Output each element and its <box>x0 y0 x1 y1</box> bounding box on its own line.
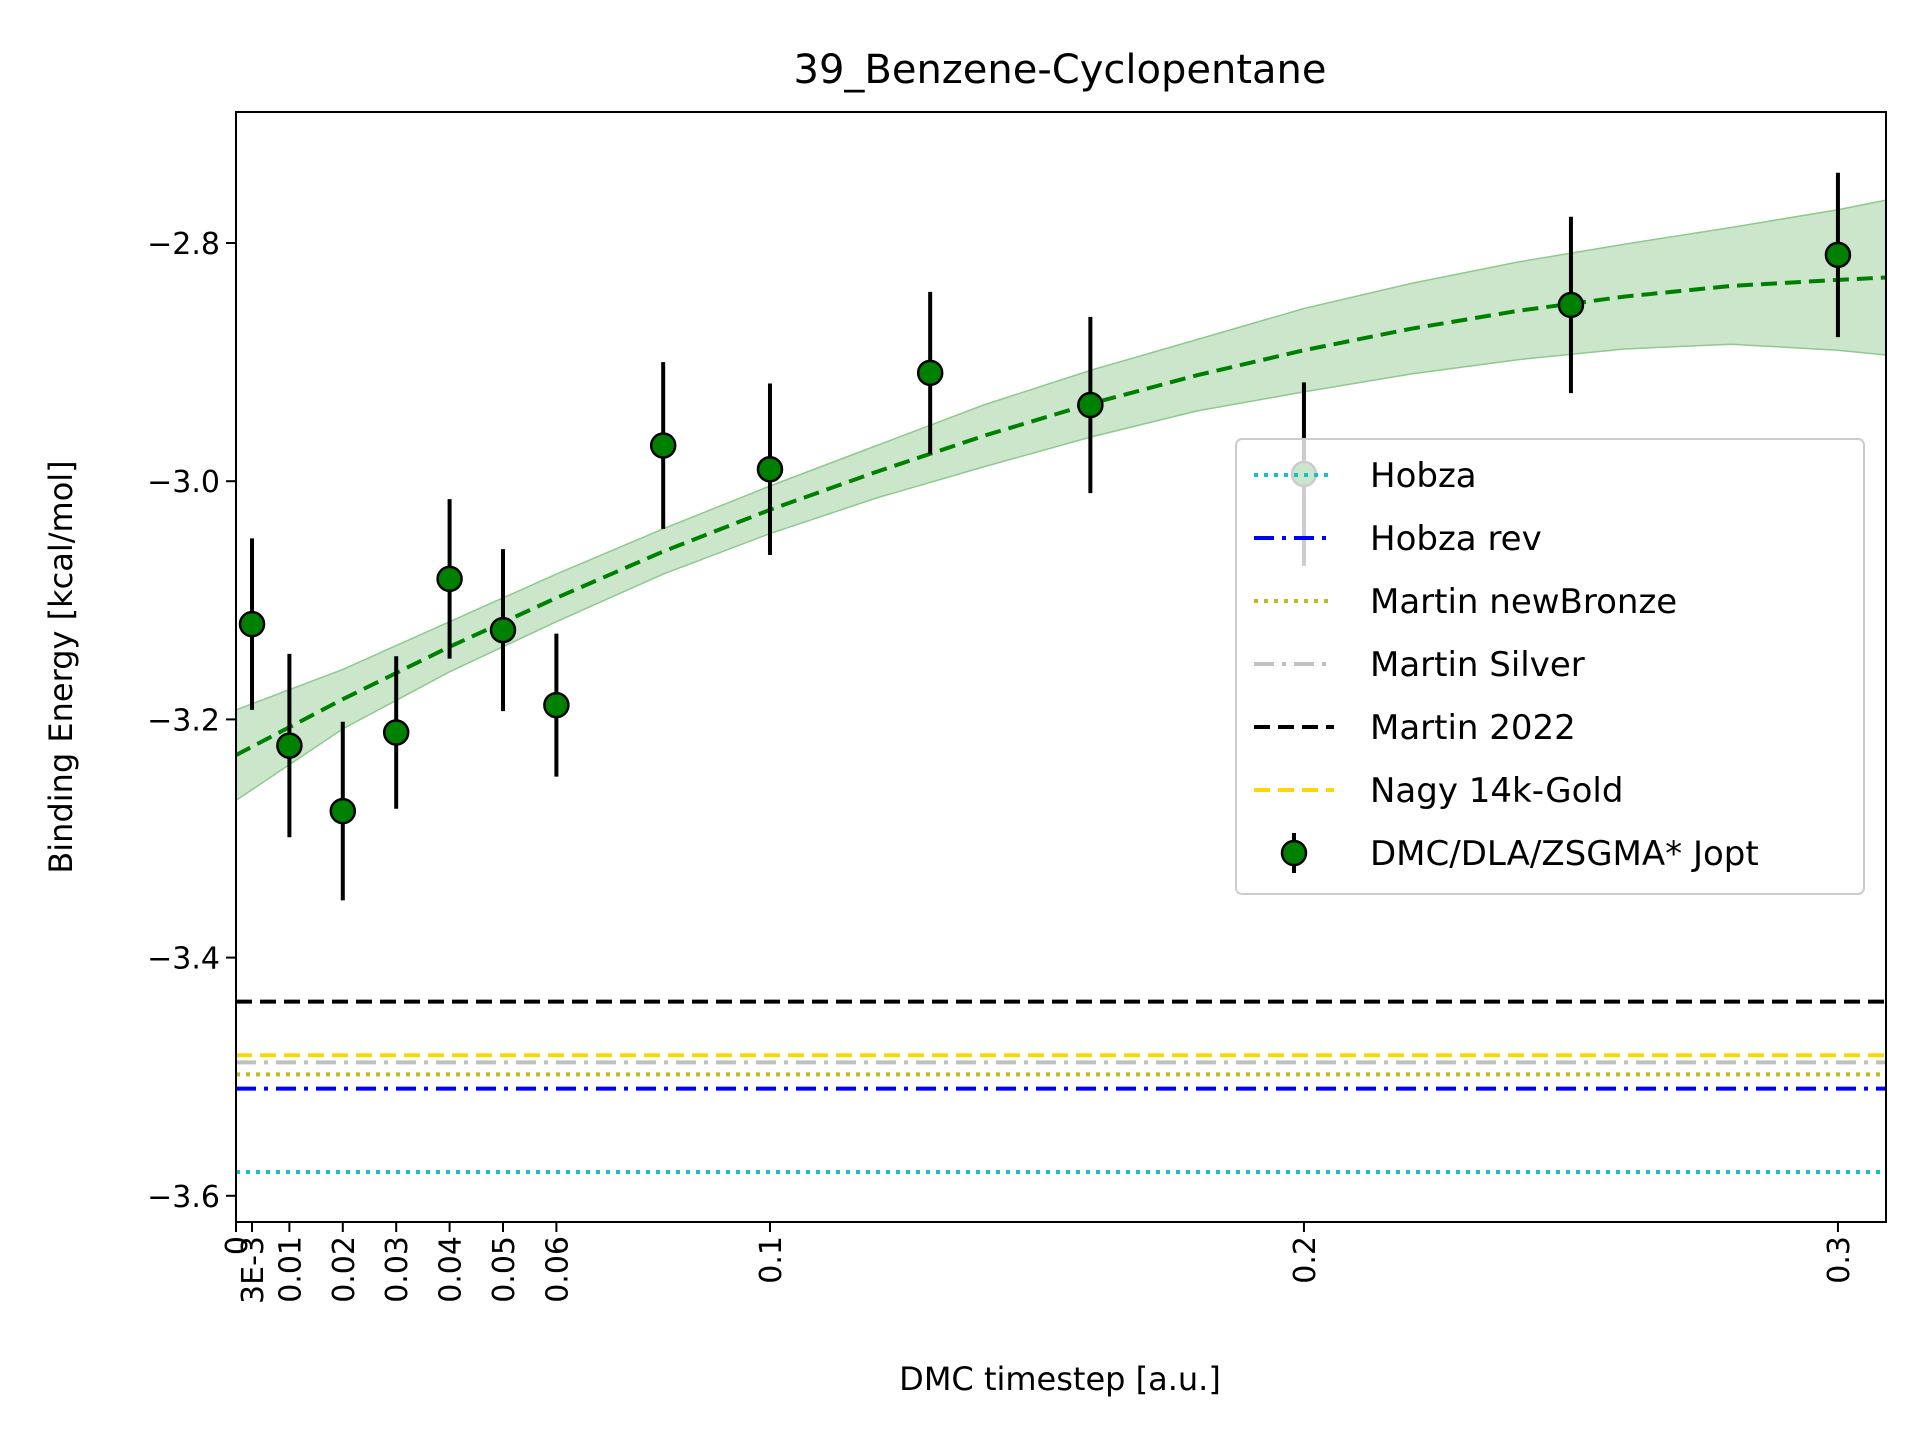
x-tick-label-2: 0.01 <box>273 1236 308 1303</box>
legend-box <box>1235 438 1865 895</box>
legend: Hobza Hobza rev Martin newBronze Martin Sil… <box>1235 438 1865 895</box>
y-tick-label-0: −2.8 <box>147 227 220 262</box>
legend-label-4: Martin 2022 <box>1370 708 1576 748</box>
x-tick-label-1: 3E-3 <box>236 1236 271 1304</box>
legend-marker-swatch <box>1280 839 1308 867</box>
x-axis: 03E-3 0.01 0.02 0.03 0.04 0.05 0.06 0.1 0.2 0.3 <box>220 1222 1857 1304</box>
data-point-0 <box>238 610 266 638</box>
data-point-13 <box>1824 241 1852 269</box>
data-point-12 <box>1557 291 1585 319</box>
data-point-1 <box>276 732 303 759</box>
x-tick-label-8: 0.1 <box>754 1236 789 1284</box>
x-tick-label-6: 0.05 <box>487 1236 522 1303</box>
x-tick-label-10: 0.3 <box>1822 1236 1857 1284</box>
chart-title: 39_Benzene-Cyclopentane <box>794 47 1327 93</box>
data-point-7 <box>649 432 677 459</box>
x-tick-label-0: 0 <box>220 1236 255 1255</box>
data-point-6 <box>543 691 570 719</box>
legend-label-5: Nagy 14k-Gold <box>1370 771 1623 811</box>
data-point-9 <box>916 359 944 387</box>
y-tick-label-4: −3.6 <box>147 1180 220 1215</box>
y-axis-label: Binding Energy [kcal/mol] <box>42 460 80 873</box>
data-point-8 <box>756 456 784 483</box>
plot-frame <box>235 111 1887 1223</box>
data-point-3 <box>382 719 410 746</box>
y-tick-label-2: −3.2 <box>147 703 220 738</box>
legend-label-3: Martin Silver <box>1370 645 1585 685</box>
fit-confidence-band <box>236 199 1886 802</box>
data-point-4 <box>436 565 463 593</box>
x-tick-label-9: 0.2 <box>1288 1236 1323 1284</box>
x-tick-label-5: 0.04 <box>434 1236 469 1303</box>
data-point-2 <box>329 797 357 825</box>
y-tick-label-3: −3.4 <box>147 942 220 977</box>
x-axis-label: DMC timestep [a.u.] <box>899 1360 1221 1398</box>
y-tick-label-1: −3.0 <box>147 465 220 500</box>
data-point-10 <box>1077 391 1104 419</box>
data-point-5 <box>489 616 517 644</box>
x-tick-label-7: 0.06 <box>540 1236 575 1303</box>
x-tick-label-3: 0.02 <box>327 1236 362 1303</box>
legend-label-6: DMC/DLA/ZSGMA* Jopt <box>1370 834 1759 874</box>
x-tick-label-4: 0.03 <box>380 1236 415 1303</box>
legend-label-1: Hobza rev <box>1370 519 1542 559</box>
legend-label-2: Martin newBronze <box>1370 582 1677 622</box>
plot-area <box>236 172 1886 1174</box>
y-axis: −2.8 −3.0 −3.2 −3.4 −3.6 <box>147 227 236 1215</box>
legend-label-0: Hobza <box>1370 456 1477 496</box>
